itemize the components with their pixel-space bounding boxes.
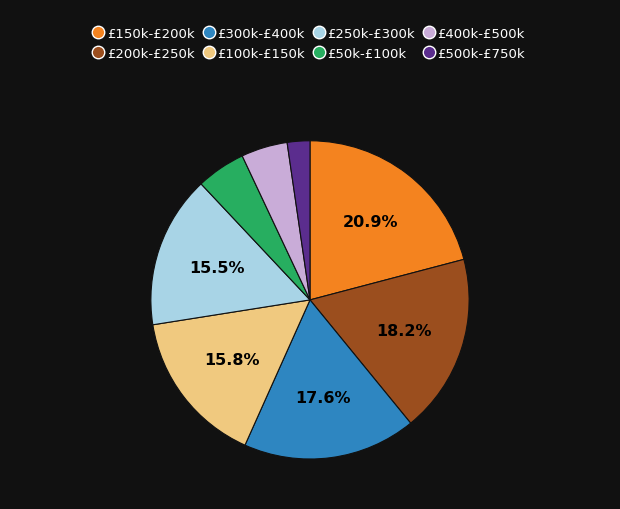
Wedge shape [201, 157, 310, 300]
Wedge shape [310, 142, 464, 300]
Text: 15.5%: 15.5% [189, 261, 244, 276]
Wedge shape [153, 300, 310, 445]
Text: 15.8%: 15.8% [204, 353, 259, 367]
Text: 20.9%: 20.9% [342, 215, 398, 230]
Wedge shape [242, 143, 310, 300]
Text: 17.6%: 17.6% [295, 390, 351, 405]
Wedge shape [287, 142, 310, 300]
Wedge shape [245, 300, 410, 459]
Legend: £150k-£200k, £200k-£250k, £300k-£400k, £100k-£150k, £250k-£300k, £50k-£100k, £40: £150k-£200k, £200k-£250k, £300k-£400k, £… [89, 21, 531, 68]
Wedge shape [310, 260, 469, 423]
Text: 18.2%: 18.2% [376, 323, 432, 338]
Wedge shape [151, 185, 310, 325]
